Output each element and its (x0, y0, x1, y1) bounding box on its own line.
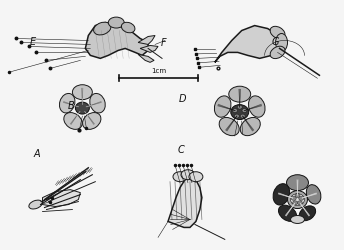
Text: E: E (30, 37, 36, 47)
Ellipse shape (279, 205, 297, 222)
Ellipse shape (121, 22, 135, 33)
Polygon shape (215, 26, 281, 62)
Polygon shape (168, 178, 202, 228)
Ellipse shape (214, 96, 231, 117)
Text: C: C (177, 145, 184, 155)
Ellipse shape (293, 201, 298, 205)
Ellipse shape (291, 216, 304, 224)
Ellipse shape (291, 196, 296, 200)
Ellipse shape (291, 194, 304, 205)
Ellipse shape (234, 114, 239, 118)
Ellipse shape (276, 34, 288, 52)
Ellipse shape (108, 17, 124, 28)
Text: G: G (271, 37, 279, 47)
Ellipse shape (242, 108, 247, 112)
Ellipse shape (94, 22, 111, 35)
Ellipse shape (297, 201, 302, 205)
Polygon shape (138, 36, 155, 44)
Text: 1cm: 1cm (151, 68, 166, 74)
Ellipse shape (231, 104, 249, 120)
Text: A: A (33, 148, 40, 158)
Ellipse shape (270, 26, 285, 39)
Ellipse shape (233, 108, 237, 112)
Polygon shape (85, 22, 148, 58)
Ellipse shape (248, 96, 265, 117)
Ellipse shape (299, 206, 316, 221)
Ellipse shape (72, 85, 92, 100)
Ellipse shape (219, 118, 239, 136)
Ellipse shape (229, 86, 251, 102)
Polygon shape (140, 46, 158, 52)
Polygon shape (138, 54, 154, 62)
Ellipse shape (299, 196, 304, 200)
Ellipse shape (237, 105, 242, 109)
Ellipse shape (273, 184, 290, 205)
Ellipse shape (287, 175, 309, 191)
Text: D: D (179, 94, 186, 104)
Ellipse shape (295, 194, 300, 198)
Ellipse shape (306, 185, 321, 204)
Ellipse shape (75, 102, 89, 114)
Ellipse shape (240, 118, 260, 136)
Polygon shape (43, 190, 80, 206)
Ellipse shape (60, 94, 75, 113)
Text: B: B (67, 102, 74, 112)
Ellipse shape (83, 112, 101, 129)
Ellipse shape (288, 191, 308, 208)
Ellipse shape (181, 170, 195, 180)
Ellipse shape (189, 172, 203, 182)
Ellipse shape (64, 112, 82, 129)
Ellipse shape (240, 114, 245, 118)
Ellipse shape (270, 46, 285, 58)
Ellipse shape (173, 172, 187, 182)
Ellipse shape (29, 200, 42, 209)
Ellipse shape (90, 94, 105, 113)
Text: F: F (161, 38, 166, 48)
